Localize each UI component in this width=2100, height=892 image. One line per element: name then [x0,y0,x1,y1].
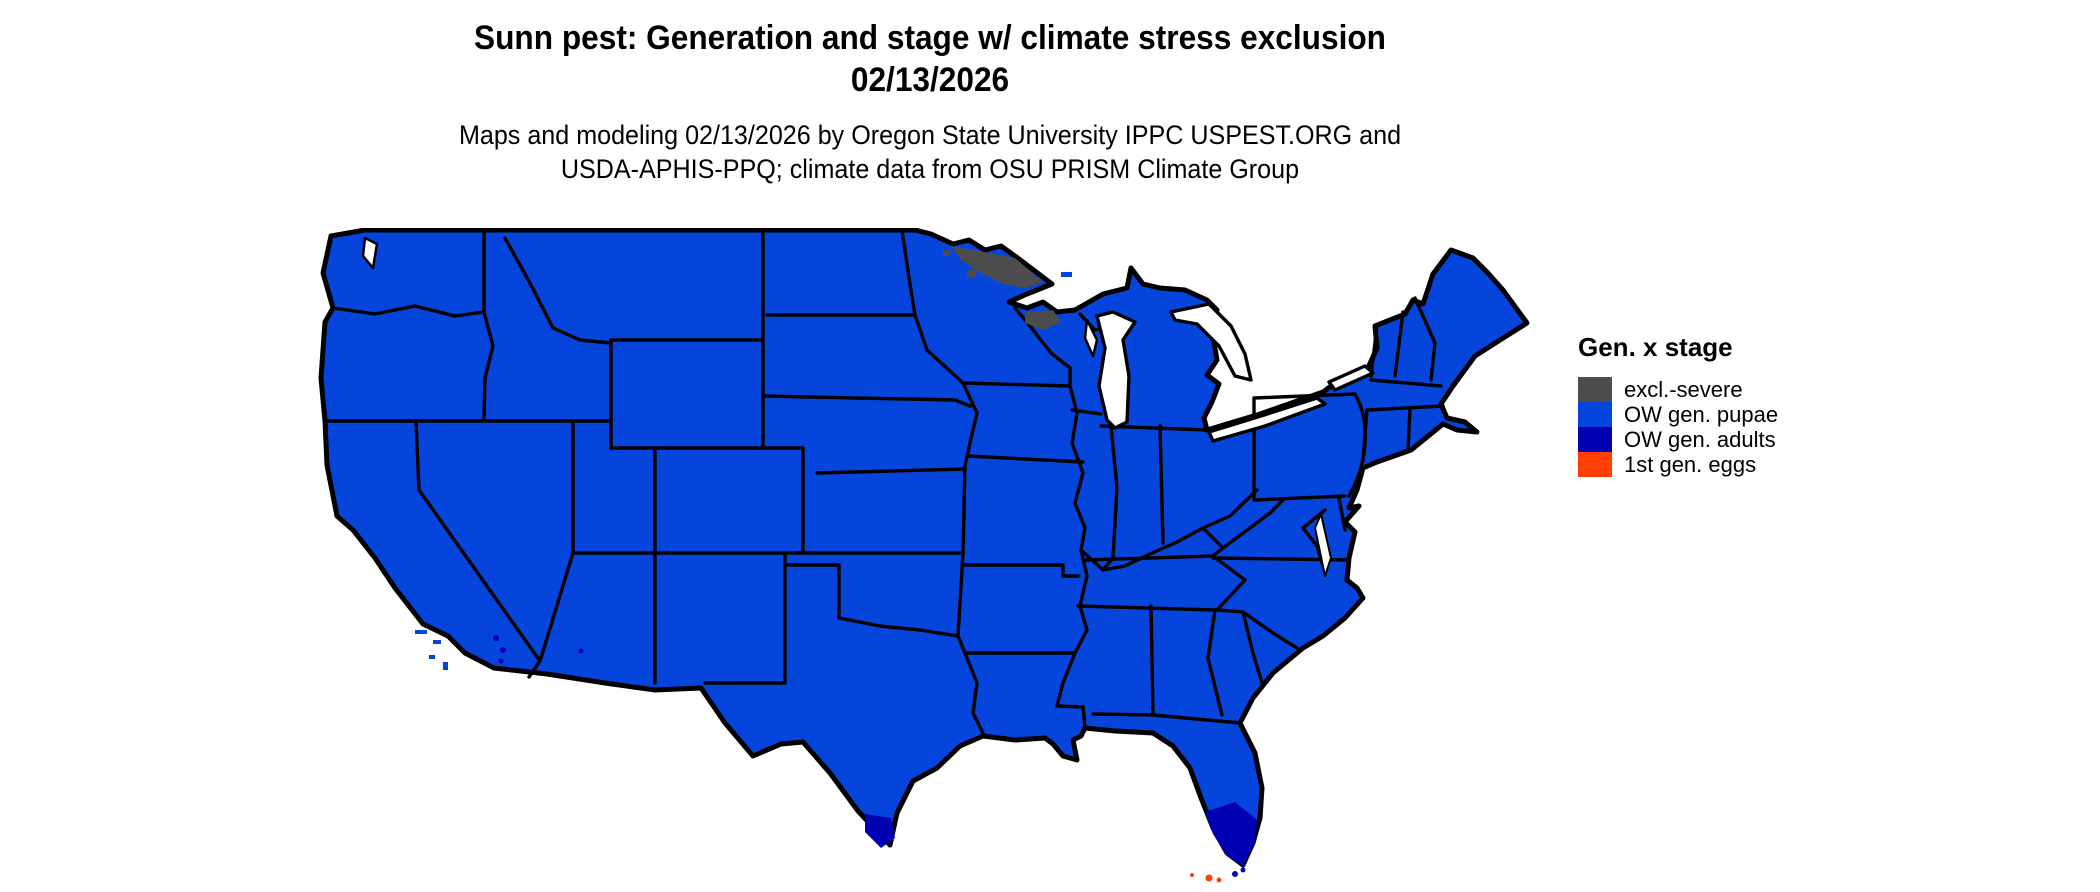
region-excl-severe [943,246,1061,330]
island [433,640,441,644]
state-borders [325,228,1445,735]
lake-erie [1207,396,1327,443]
page-title-date: 02/13/2026 [850,61,1010,99]
us-choropleth-map [315,228,1535,888]
isle-royale [1061,272,1072,277]
excl-severe-speckle [967,270,976,277]
lake-ontario [1327,364,1375,392]
legend-label-ow-adults: OW gen. adults [1624,426,1776,452]
legend-item-excl-severe: excl.-severe [1578,377,1778,402]
island [443,662,448,670]
us-landmass [318,228,1530,868]
ow-adults-south-texas [865,814,895,848]
page-title-line1: Sunn pest: Generation and stage w/ clima… [474,19,1386,57]
legend-swatch-excl-severe [1578,377,1612,402]
ow-adults-keys [1232,871,1238,877]
excl-severe-speckle [943,250,950,256]
legend-title: Gen. x stage [1578,332,1733,362]
eggs-keys [1205,874,1213,882]
credits-line2: USDA-APHIS-PPQ; climate data from OSU PR… [560,154,1300,184]
channel-islands [415,272,1072,670]
legend-item-eggs: 1st gen. eggs [1578,452,1778,477]
region-first-gen-eggs [1190,873,1222,883]
legend-swatch-ow-adults [1578,427,1612,452]
chesapeake-bay [1314,513,1332,577]
ow-adults-socal [500,647,506,653]
island [415,630,427,634]
ow-adults-socal [498,658,504,664]
puget-sound [361,236,379,270]
credits-line1: Maps and modeling 02/13/2026 by Oregon S… [458,120,1402,150]
island [429,655,435,659]
ow-adults-south-florida [1205,802,1257,866]
legend-item-ow-pupae: OW gen. pupae [1578,402,1778,427]
legend-swatch-ow-pupae [1578,402,1612,427]
legend-item-ow-adults: OW gen. adults [1578,427,1778,452]
lake-huron [1169,302,1253,382]
green-bay [1083,318,1099,358]
legend-swatch-eggs [1578,452,1612,477]
legend-label-eggs: 1st gen. eggs [1624,451,1757,477]
legend-label-ow-pupae: OW gen. pupae [1624,401,1779,427]
ow-adults-keys [1240,867,1246,873]
ow-adults-arizona-speck [578,648,584,654]
region-ow-adults [493,635,1257,877]
eggs-keys [1216,877,1222,883]
us-map-svg [318,228,1530,883]
eggs-keys [1190,873,1194,877]
legend: Gen. x stage excl.-severe OW gen. pupae … [1578,332,1778,477]
excl-severe-minnesota [951,246,1043,288]
ow-adults-socal [493,635,499,641]
great-lakes [361,236,1375,577]
legend-label-excl-severe: excl.-severe [1624,376,1743,402]
excl-severe-wisconsin [1025,310,1061,330]
lake-michigan [1095,310,1137,430]
